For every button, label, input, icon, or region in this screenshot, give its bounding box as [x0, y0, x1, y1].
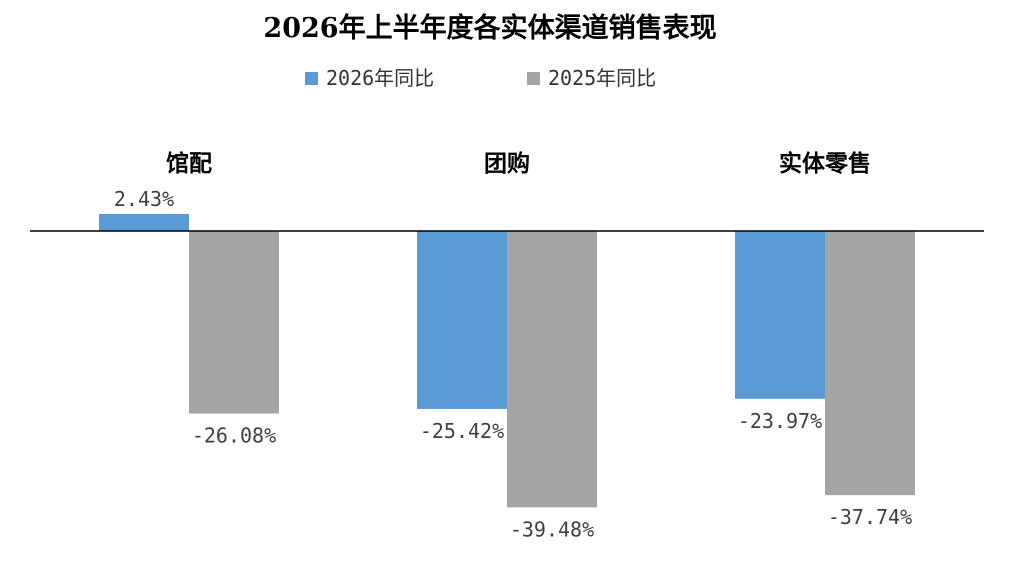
data-label-s2-c3: -37.74%	[828, 505, 912, 529]
data-label-s1-c3: -23.97%	[738, 409, 822, 433]
legend-label-1: 2026年同比	[326, 66, 434, 90]
bar-s1-c3	[735, 231, 825, 399]
data-label-s1-c2: -25.42%	[420, 419, 504, 443]
bar-s2-c2	[507, 231, 597, 508]
bar-s2-c1	[189, 231, 279, 414]
data-label-s2-c2: -39.48%	[510, 517, 594, 541]
data-label-s2-c1: -26.08%	[192, 424, 276, 448]
bars	[99, 213, 915, 508]
legend-label-2: 2025年同比	[548, 66, 656, 90]
category-label-2: 团购	[484, 150, 530, 177]
category-label-1: 馆配	[166, 150, 212, 177]
chart-title: 2026年上半年度各实体渠道销售表现	[263, 12, 716, 44]
legend: 2026年同比 2025年同比	[305, 66, 656, 90]
bar-s1-c2	[417, 231, 507, 409]
category-label-3: 实体零售	[779, 150, 871, 177]
bar-s1-c1	[99, 213, 189, 231]
category-labels: 馆配 团购 实体零售	[166, 150, 871, 177]
bar-s2-c3	[825, 231, 915, 496]
data-label-s1-c1: 2.43%	[114, 187, 174, 211]
legend-swatch-2	[527, 72, 540, 85]
legend-swatch-1	[305, 72, 318, 85]
data-labels: 2.43% -26.08% -25.42% -39.48% -23.97% -37.74%	[114, 187, 912, 541]
